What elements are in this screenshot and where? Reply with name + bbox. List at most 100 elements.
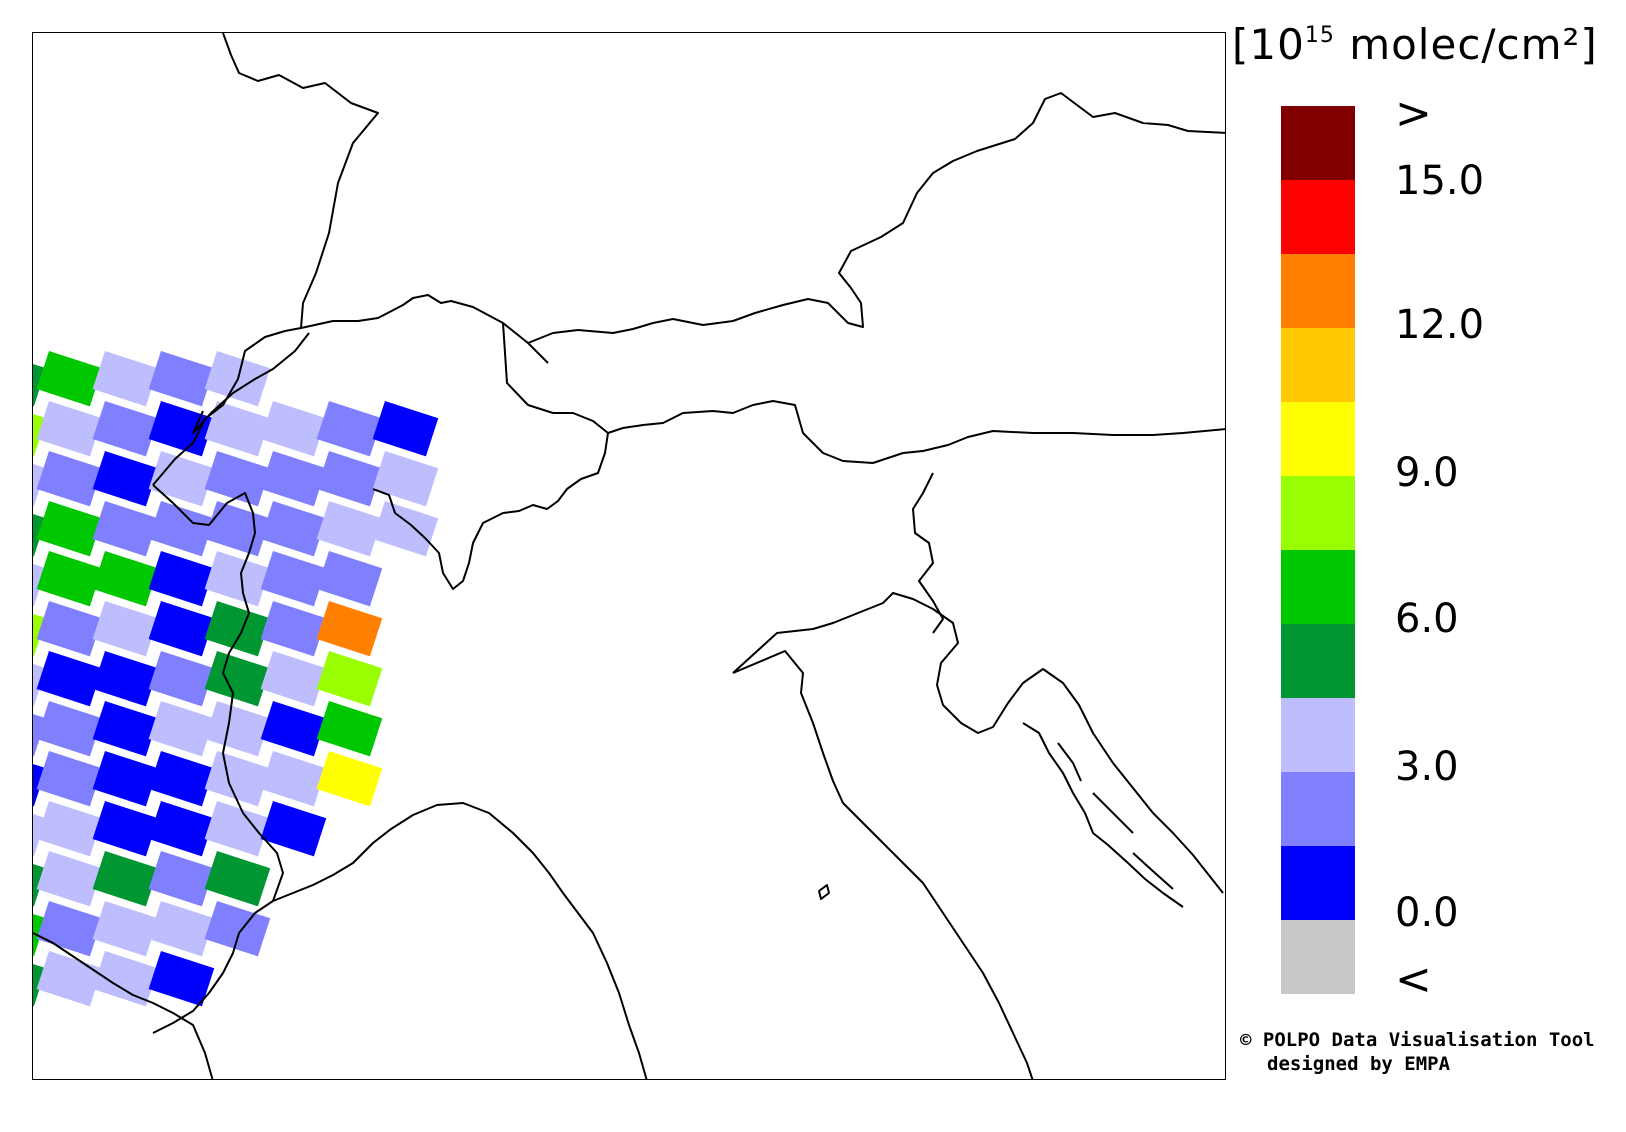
colorbar-over-symbol: > (1395, 88, 1432, 139)
swath-pixel (36, 750, 103, 807)
coast-liguria (272, 802, 648, 1079)
swath-pixel (316, 500, 383, 557)
border-france-italy (152, 484, 284, 1034)
swath-pixel (36, 950, 103, 1007)
colorbar-tick-12: 12.0 (1395, 302, 1485, 348)
credit-line-1: © POLPO Data Visualisation Tool (1240, 1029, 1595, 1051)
colorbar-segment (1281, 254, 1355, 328)
swath-pixel (260, 651, 327, 707)
swath-pixel (36, 600, 103, 657)
swath-pixel (260, 500, 327, 557)
border-italy-austria (607, 400, 1225, 464)
swath-pixel (148, 601, 215, 657)
border-swiss-italy (192, 322, 609, 590)
coast-mediterranean (33, 932, 214, 1079)
colorbar-segment (1281, 772, 1355, 846)
swath-pixel (148, 900, 215, 957)
map-panel[interactable] (32, 32, 1226, 1080)
swath-pixel (36, 800, 103, 857)
swath-pixel (204, 451, 271, 507)
swath-pixel (148, 650, 215, 707)
satellite-swath (33, 351, 439, 1007)
swath-pixel (260, 451, 327, 507)
swath-pixel (92, 650, 159, 707)
swath-pixel (260, 551, 327, 607)
swath-pixel (148, 700, 215, 757)
colorbar-segment (1281, 106, 1355, 180)
swath-pixel (204, 551, 271, 607)
colorbar-tick-9: 9.0 (1395, 450, 1459, 496)
swath-pixel (204, 401, 271, 457)
swath-pixel (92, 451, 159, 507)
colorbar-tick-0: 0.0 (1395, 890, 1459, 936)
coast-croatia-islands (1022, 722, 1184, 908)
coast-po-adriatic (732, 650, 1034, 1079)
swath-pixel (316, 551, 383, 607)
colorbar (1281, 106, 1355, 994)
colorbar-segment (1281, 624, 1355, 698)
swath-pixel (260, 701, 327, 757)
swath-pixel (92, 351, 159, 407)
map-canvas (33, 33, 1225, 1079)
swath-pixel (36, 401, 103, 457)
colorbar-tick-3: 3.0 (1395, 744, 1459, 790)
swath-pixel (36, 650, 103, 707)
swath-pixel (148, 801, 215, 857)
border-italy-slovenia (912, 472, 944, 634)
swath-pixel (204, 751, 271, 807)
border-austria-north (527, 92, 1225, 344)
swath-pixel (204, 501, 271, 557)
swath-pixel (316, 701, 383, 757)
credit-text: © POLPO Data Visualisation Tool designed… (1240, 1028, 1595, 1076)
colorbar-segment (1281, 328, 1355, 402)
colorbar-tick-15: 15.0 (1395, 158, 1485, 204)
swath-pixel (92, 800, 159, 857)
swath-pixel (260, 751, 327, 807)
swath-pixel (92, 700, 159, 757)
swath-pixel (316, 401, 383, 457)
swath-pixel (204, 651, 271, 707)
swath-pixel (372, 401, 439, 457)
swath-pixel (148, 551, 215, 607)
colorbar-tick-6: 6.0 (1395, 596, 1459, 642)
colorbar-unit-label: [1015 molec/cm²] (1232, 20, 1598, 69)
swath-pixel (36, 850, 103, 907)
colorbar-under-symbol: < (1395, 954, 1432, 1005)
colorbar-segment (1281, 920, 1355, 994)
swath-pixel (36, 900, 103, 957)
swath-pixel (36, 451, 103, 507)
swath-pixel (260, 801, 327, 857)
swath-pixel (92, 850, 159, 907)
swath-pixel (316, 451, 383, 507)
colorbar-segment (1281, 476, 1355, 550)
swath-pixel (92, 501, 159, 557)
colorbar-segment (1281, 402, 1355, 476)
swath-pixel (204, 601, 271, 657)
swath-pixel (204, 701, 271, 757)
colorbar-segment (1281, 180, 1355, 254)
swath-pixel (260, 401, 327, 457)
swath-pixel (36, 700, 103, 757)
swath-pixel (92, 600, 159, 657)
swath-pixel (260, 601, 327, 657)
swath-pixel (204, 801, 271, 857)
border-france-germany (152, 33, 379, 486)
swath-pixel (372, 501, 439, 557)
swath-pixel (148, 951, 215, 1007)
swath-pixel (148, 751, 215, 807)
credit-line-2: designed by EMPA (1267, 1053, 1451, 1075)
coast-venice-istria (732, 592, 1224, 894)
colorbar-segment (1281, 846, 1355, 920)
swath-pixel (36, 501, 103, 557)
swath-pixel (148, 501, 215, 557)
swath-pixel (92, 950, 159, 1007)
swath-pixel (92, 550, 159, 607)
swath-pixel (36, 351, 103, 407)
swath-pixel (148, 451, 215, 507)
swath-pixel (148, 351, 215, 407)
border-swiss-north (300, 294, 549, 364)
swath-pixel (316, 601, 383, 657)
colorbar-segment (1281, 698, 1355, 772)
swath-pixel (92, 401, 159, 457)
swath-pixel (372, 451, 439, 507)
